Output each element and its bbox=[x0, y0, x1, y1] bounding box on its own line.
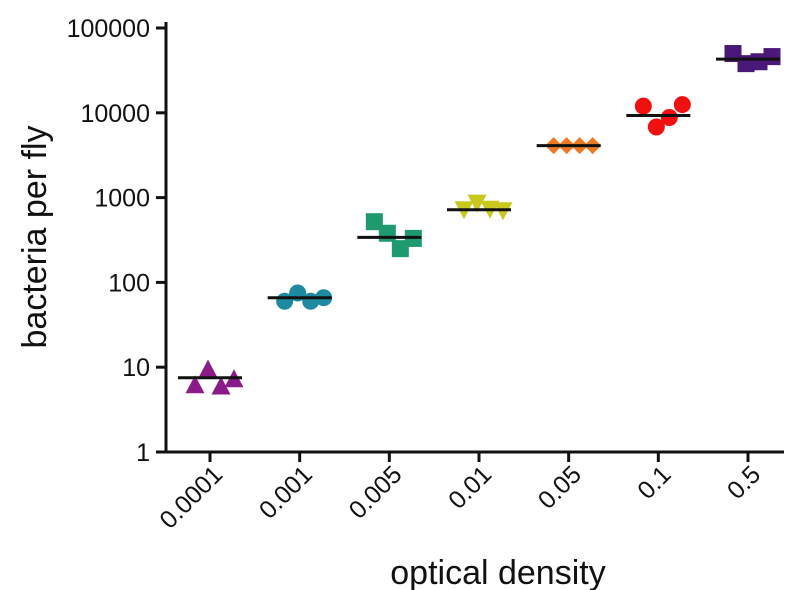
data-point bbox=[634, 97, 652, 115]
x-tick-label: 0.001 bbox=[254, 460, 318, 524]
x-ticks: 0.0001 0.001 0.005 0.01 0.05 0.1 0.5 bbox=[154, 452, 766, 534]
data-point bbox=[365, 213, 383, 231]
data-group-0.01 bbox=[447, 194, 513, 221]
x-tick-label: 0.05 bbox=[533, 460, 587, 514]
data-point bbox=[378, 224, 396, 242]
data-group-0.1 bbox=[626, 96, 691, 136]
data-group-0.005 bbox=[357, 213, 422, 258]
data-point bbox=[660, 109, 678, 127]
x-tick-label: 0.005 bbox=[344, 460, 408, 524]
x-axis: 0.0001 0.001 0.005 0.01 0.05 0.1 0.5 optical d… bbox=[154, 450, 784, 590]
data-groups bbox=[178, 45, 781, 395]
data-point bbox=[763, 48, 781, 66]
x-tick-label: 0.5 bbox=[722, 460, 766, 504]
data-group-0.05 bbox=[536, 137, 602, 155]
data-point bbox=[647, 118, 665, 136]
y-tick-label: 10000 bbox=[80, 100, 150, 128]
data-group-0.0001 bbox=[178, 359, 244, 395]
y-tick-label: 10 bbox=[122, 354, 150, 382]
x-axis-title: optical density bbox=[390, 554, 605, 590]
data-point bbox=[198, 359, 218, 378]
y-ticks: 1 10 100 1000 10000 100000 bbox=[67, 15, 166, 467]
data-point bbox=[391, 240, 409, 258]
y-axis-title: bacteria per fly bbox=[16, 126, 54, 349]
x-tick-label: 0.1 bbox=[632, 460, 676, 504]
data-point bbox=[185, 375, 205, 394]
x-tick-label: 0.01 bbox=[443, 460, 497, 514]
data-point bbox=[750, 53, 768, 71]
data-point bbox=[211, 376, 231, 395]
y-tick-label: 100000 bbox=[67, 15, 150, 43]
data-group-0.5 bbox=[716, 45, 781, 73]
y-tick-label: 1 bbox=[136, 439, 150, 467]
y-tick-label: 100 bbox=[108, 269, 150, 297]
y-axis: 1 10 100 1000 10000 100000 bacteria per fly bbox=[16, 15, 168, 467]
data-point bbox=[673, 96, 691, 114]
data-group-0.001 bbox=[267, 284, 333, 310]
data-point bbox=[467, 194, 487, 213]
y-tick-label: 1000 bbox=[94, 185, 150, 213]
data-point bbox=[493, 202, 513, 221]
x-tick-label: 0.0001 bbox=[154, 460, 228, 534]
